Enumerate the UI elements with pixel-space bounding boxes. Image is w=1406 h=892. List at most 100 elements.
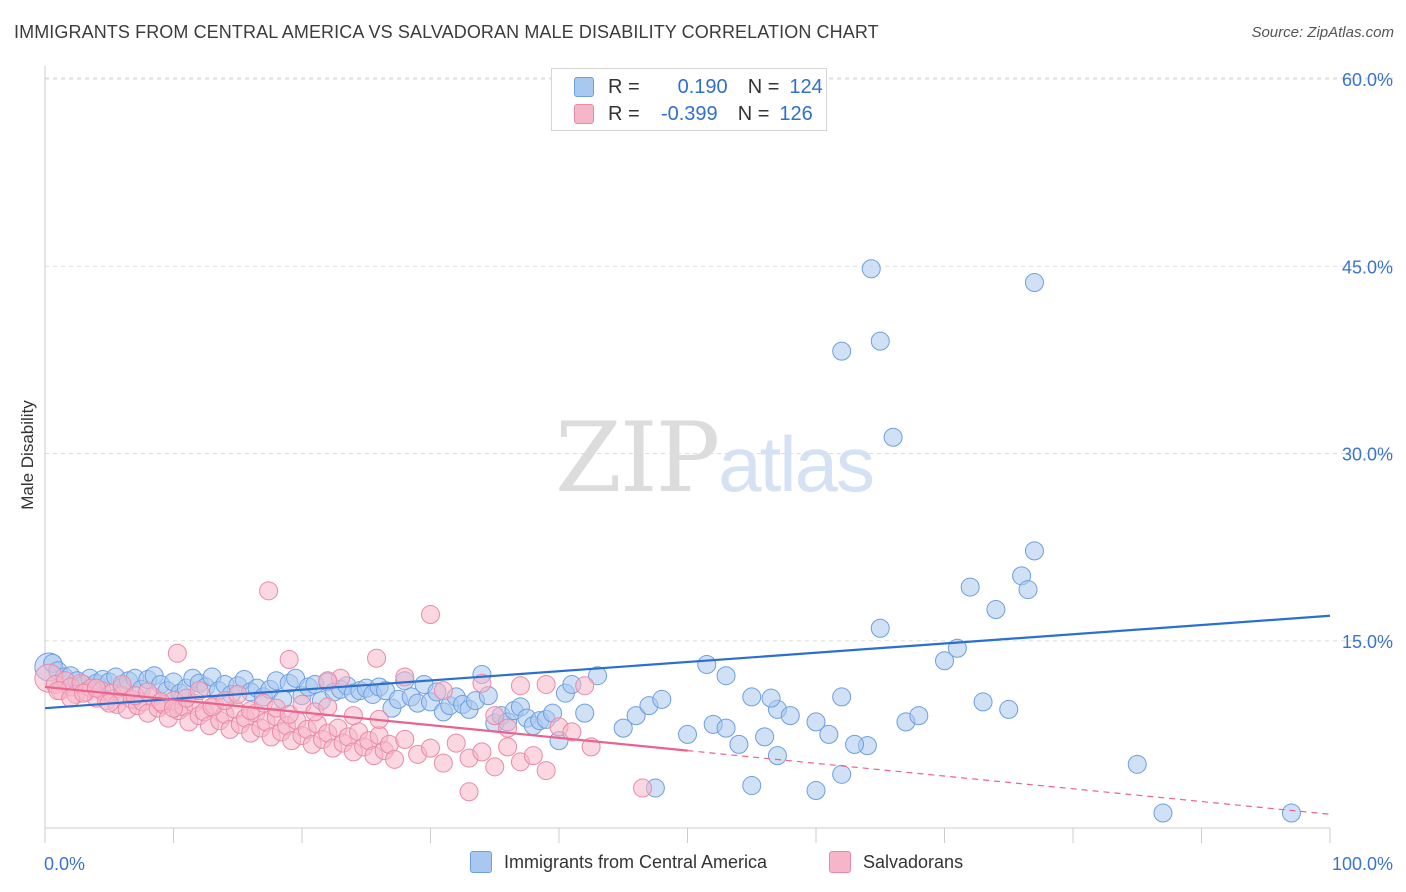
legend-r-label: R = [608, 102, 640, 125]
x-tick-label: 0.0% [44, 854, 85, 874]
point-salvadorans [433, 753, 453, 773]
point-central-america [742, 776, 762, 796]
point-salvadorans [485, 757, 505, 777]
point-central-america [999, 699, 1019, 719]
point-salvadorans [446, 733, 466, 753]
point-central-america [832, 764, 852, 784]
point-salvadorans [536, 674, 556, 694]
point-salvadorans [167, 643, 187, 663]
point-salvadorans [498, 737, 518, 757]
point-salvadorans [367, 648, 387, 668]
point-salvadorans [318, 671, 338, 691]
watermark: ZIPatlas [555, 402, 875, 514]
point-central-america [960, 577, 980, 597]
point-central-america [845, 734, 865, 754]
point-central-america [716, 666, 736, 686]
y-tick-label: 45.0% [1342, 257, 1393, 277]
point-salvadorans [433, 681, 453, 701]
point-central-america [588, 666, 608, 686]
point-salvadorans [279, 649, 299, 669]
point-central-america [1024, 272, 1044, 292]
point-salvadorans [395, 729, 415, 749]
point-central-america [806, 781, 826, 801]
point-central-america [870, 618, 890, 638]
point-central-america [575, 703, 595, 723]
point-salvadorans [421, 738, 440, 758]
point-central-america [973, 692, 993, 712]
point-central-america [678, 724, 697, 744]
point-central-america [761, 688, 781, 708]
bottom-legend-label-blue: Immigrants from Central America [504, 851, 768, 872]
legend-r-value: 0.190 [677, 75, 728, 98]
trendline-central-america [44, 614, 1331, 710]
point-central-america [755, 727, 775, 747]
point-central-america [1024, 541, 1044, 561]
point-salvadorans [472, 673, 492, 693]
source-credit: Source: ZipAtlas.com [1251, 24, 1394, 41]
point-central-america [883, 427, 903, 447]
legend-r-label: R = [608, 75, 640, 98]
legend-swatch-pink [574, 104, 594, 124]
point-central-america [767, 746, 787, 766]
legend-r-value: -0.399 [660, 102, 718, 125]
point-central-america [861, 259, 881, 279]
point-salvadorans [510, 676, 530, 696]
legend-n-value: 124 [789, 75, 823, 98]
point-salvadorans [472, 742, 492, 762]
point-salvadorans [575, 676, 595, 696]
point-central-america [832, 341, 852, 361]
stats-legend: R = 0.190 N = 124 R = -0.399 N = 126 [551, 68, 827, 131]
point-central-america [742, 687, 762, 707]
legend-row-pink: R = -0.399 N = 126 [552, 101, 813, 127]
point-salvadorans [259, 581, 279, 601]
point-central-america [1153, 803, 1173, 823]
point-central-america [935, 651, 954, 671]
bottom-swatch-blue [470, 851, 492, 873]
legend-row-blue: R = 0.190 N = 124 [552, 74, 823, 100]
point-salvadorans [562, 722, 582, 742]
point-central-america [909, 706, 929, 726]
point-central-america [1281, 803, 1301, 823]
point-salvadorans [485, 706, 505, 726]
point-central-america [986, 600, 1006, 620]
point-central-america [729, 734, 749, 754]
point-central-america [626, 706, 646, 726]
y-tick-label: 30.0% [1342, 445, 1393, 465]
trendline-salvadorans [44, 685, 688, 752]
point-salvadorans [343, 706, 363, 726]
point-central-america [716, 718, 736, 738]
point-central-america [819, 724, 839, 744]
point-central-america [697, 654, 717, 674]
watermark-atlas: atlas [718, 420, 875, 508]
point-salvadorans [459, 782, 479, 802]
legend-n-label: N = [737, 102, 770, 125]
trendline-salvadorans-extension [687, 750, 1331, 815]
point-central-america [1018, 580, 1038, 600]
point-salvadorans [421, 605, 440, 625]
point-salvadorans [536, 761, 556, 781]
point-salvadorans [318, 697, 338, 717]
y-tick-label: 15.0% [1342, 632, 1393, 652]
point-central-america [780, 706, 800, 726]
legend-swatch-blue [574, 77, 594, 97]
point-salvadorans [633, 778, 653, 798]
bottom-swatch-pink [829, 851, 851, 873]
legend-n-label: N = [747, 75, 780, 98]
bottom-legend-label-pink: Salvadorans [863, 851, 964, 872]
watermark-zip: ZIP [555, 402, 720, 514]
point-central-america [1127, 754, 1147, 774]
point-central-america [870, 331, 890, 351]
bottom-legend-pink: Salvadorans [829, 851, 963, 873]
point-central-america [832, 687, 852, 707]
x-tick-label: 100.0% [1332, 854, 1393, 874]
point-central-america [613, 718, 633, 738]
point-salvadorans [86, 678, 106, 698]
chart-title: IMMIGRANTS FROM CENTRAL AMERICA VS SALVA… [14, 22, 879, 42]
point-central-america [806, 712, 826, 732]
legend-n-value: 126 [779, 102, 813, 125]
point-salvadorans [385, 749, 405, 769]
point-salvadorans [523, 746, 543, 766]
point-central-america [652, 689, 672, 709]
y-tick-label: 60.0% [1342, 70, 1393, 90]
